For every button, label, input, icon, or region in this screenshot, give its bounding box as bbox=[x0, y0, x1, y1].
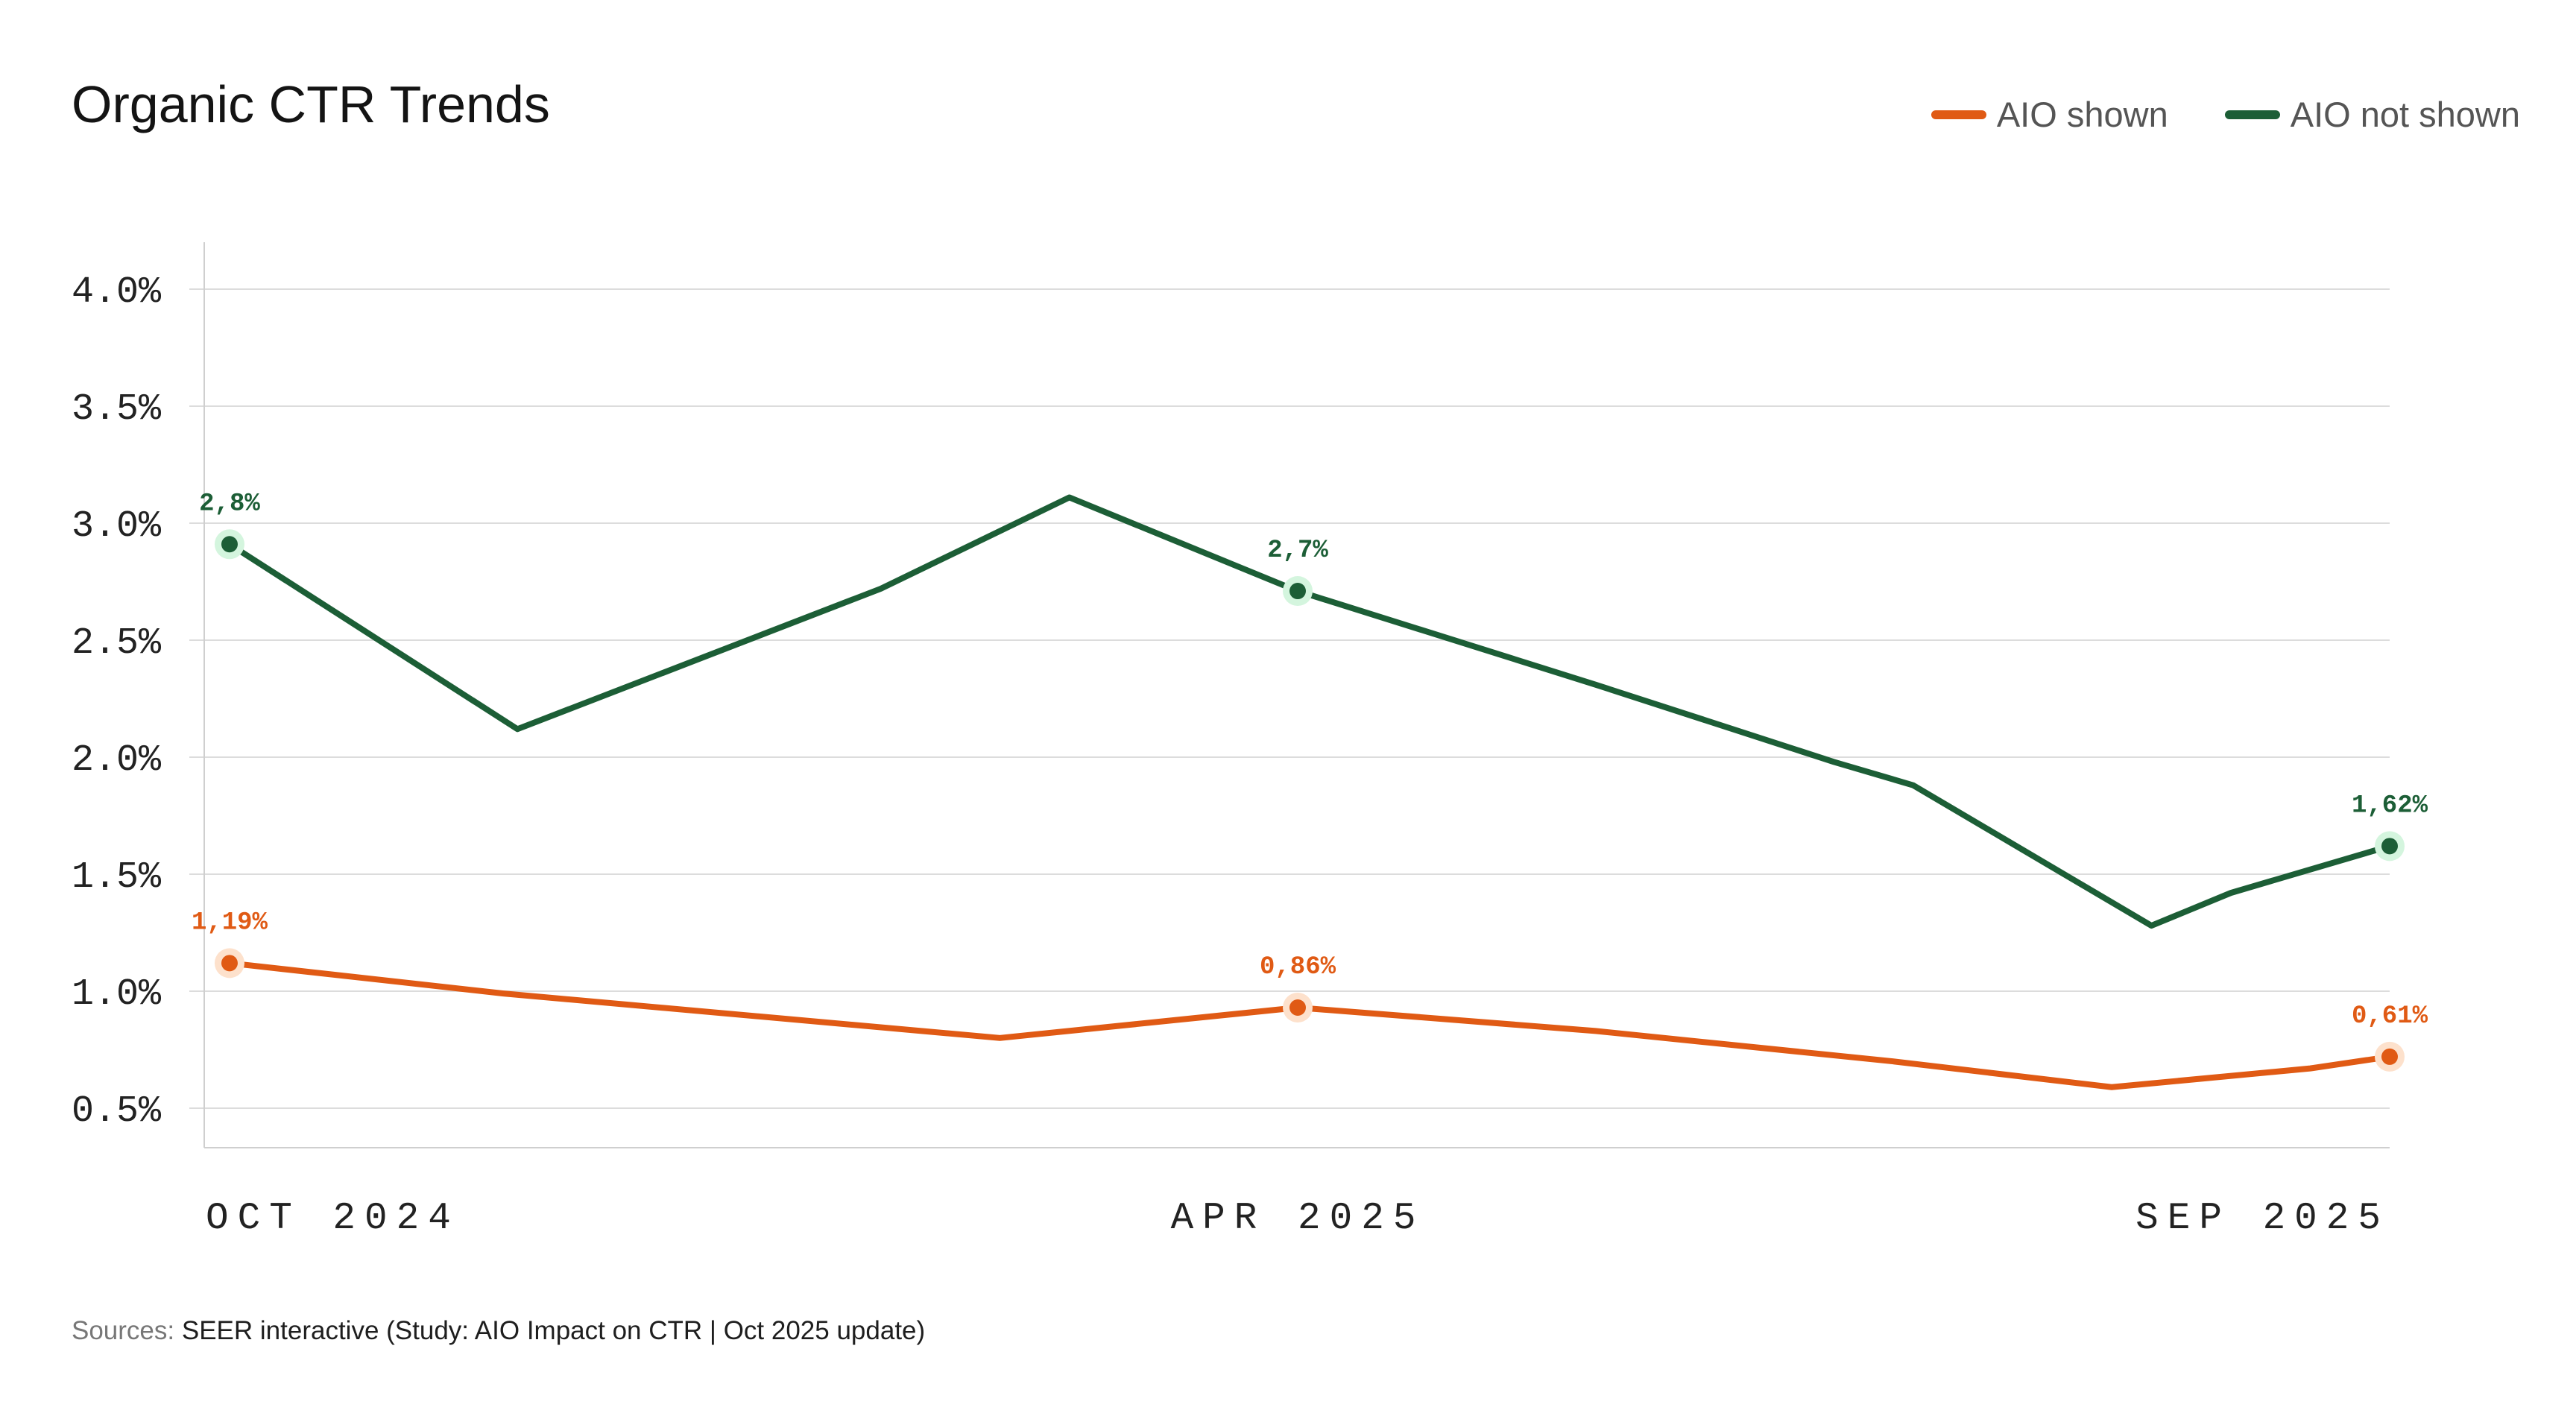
legend: AIO shown AIO not shown bbox=[1875, 94, 2520, 135]
y-tick-label: 4.0% bbox=[72, 271, 162, 314]
data-point bbox=[221, 536, 238, 553]
data-point bbox=[1289, 999, 1306, 1016]
data-label: 1,19% bbox=[192, 908, 268, 937]
series-line-aio-not-shown bbox=[226, 494, 2393, 929]
data-label: 2,7% bbox=[1267, 537, 1328, 565]
chart-title: Organic CTR Trends bbox=[72, 75, 550, 133]
legend-label-aio-shown: AIO shown bbox=[1996, 95, 2168, 134]
y-tick-label: 1.5% bbox=[72, 856, 162, 899]
data-label: 1,62% bbox=[2352, 791, 2428, 820]
y-tick-label: 1.0% bbox=[72, 973, 162, 1016]
x-tick-label: APR 2025 bbox=[1171, 1198, 1425, 1240]
y-tick-label: 3.5% bbox=[72, 388, 162, 431]
y-tick-label: 3.0% bbox=[72, 505, 162, 548]
y-tick-label: 2.0% bbox=[72, 739, 162, 782]
data-point bbox=[1289, 583, 1306, 600]
legend-label-aio-not-shown: AIO not shown bbox=[2290, 95, 2520, 134]
data-label: 0,61% bbox=[2352, 1002, 2428, 1031]
data-point bbox=[2381, 1048, 2398, 1065]
x-tick-label: OCT 2024 bbox=[206, 1198, 460, 1240]
source-note: Sources: SEER interactive (Study: AIO Im… bbox=[72, 1316, 925, 1346]
y-tick-label: 2.5% bbox=[72, 622, 162, 665]
y-tick-label: 0.5% bbox=[72, 1090, 162, 1133]
legend-item-aio-not-shown[interactable]: AIO not shown bbox=[2224, 94, 2520, 135]
data-label: 2,8% bbox=[199, 490, 260, 518]
data-point bbox=[221, 955, 238, 972]
source-text: SEER interactive (Study: AIO Impact on C… bbox=[181, 1316, 926, 1345]
source-label: Sources: bbox=[72, 1316, 175, 1345]
data-label: 0,86% bbox=[1260, 953, 1336, 981]
legend-swatch-aio-not-shown bbox=[2224, 110, 2280, 119]
data-point bbox=[2381, 838, 2398, 855]
legend-item-aio-shown[interactable]: AIO shown bbox=[1931, 94, 2168, 135]
series-line-aio-shown bbox=[226, 960, 2393, 1090]
x-tick-label: SEP 2025 bbox=[2135, 1198, 2390, 1240]
legend-swatch-aio-shown bbox=[1931, 110, 1986, 119]
